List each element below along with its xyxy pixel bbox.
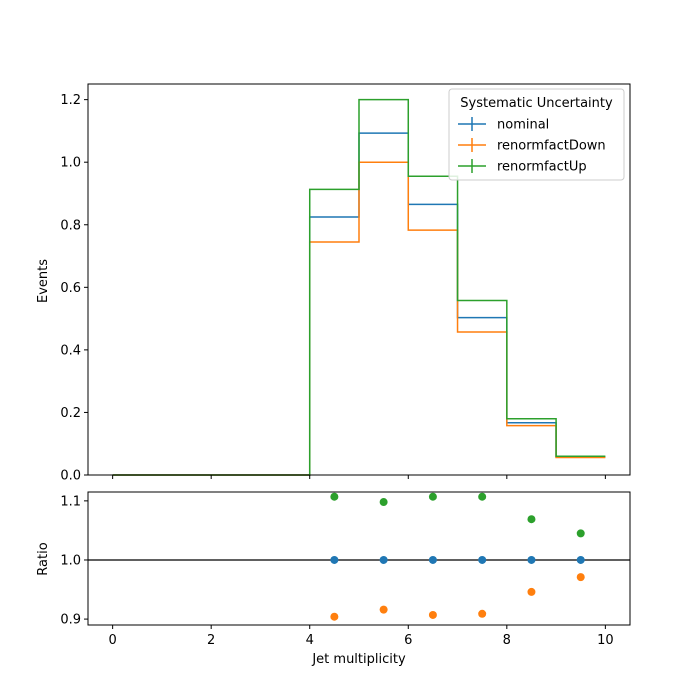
main-y-tick-label: 0.4 [60, 343, 81, 358]
ratio-point-renormfactUp [428, 492, 437, 501]
ratio-y-tick-label: 0.9 [60, 613, 81, 628]
ratio-panel: 0.9 1.0 1.1 0 2 4 6 8 10 [60, 491, 631, 648]
main-y-tick-label: 1.2 [60, 93, 81, 108]
ratio-point-renormfactDown [379, 605, 388, 614]
ratio-point-renormfactUp [330, 492, 339, 501]
ratio-y-tick-label: 1.0 [60, 553, 81, 568]
main-y-tick-label: 0.8 [60, 218, 81, 233]
ratio-y-tick-label: 1.1 [60, 494, 81, 509]
legend-item-renormfactDown: renormfactDown [458, 138, 606, 154]
ratio-point-renormfactUp [379, 498, 388, 507]
main-y-tick-label: 0.6 [60, 281, 81, 296]
main-axes-frame [87, 83, 631, 476]
ratio-point-renormfactDown [527, 587, 536, 596]
legend-label-renormfactDown: renormfactDown [497, 139, 606, 154]
ratio-y-axis-label: Ratio [36, 542, 51, 575]
ratio-x-tick-label: 4 [306, 633, 314, 648]
ratio-point-nominal [330, 555, 339, 564]
x-axis-label: Jet multiplicity [311, 652, 406, 667]
ratio-x-tick-label: 2 [207, 633, 215, 648]
ratio-point-renormfactDown [330, 612, 339, 621]
ratio-axes-frame [87, 491, 631, 626]
ratio-point-renormfactDown [478, 609, 487, 618]
ratio-point-renormfactUp [576, 529, 585, 538]
legend-item-renormfactUp: renormfactUp [458, 159, 587, 175]
ratio-point-renormfactUp [527, 515, 536, 524]
ratio-point-nominal [478, 555, 487, 564]
legend-box [448, 88, 625, 181]
ratio-x-tick-label: 8 [503, 633, 511, 648]
legend-title: Systematic Uncertainty [460, 96, 613, 111]
ratio-point-nominal [576, 555, 585, 564]
main-y-axis-label: Events [36, 259, 51, 303]
ratio-point-nominal [379, 555, 388, 564]
ratio-plot-area [88, 492, 630, 625]
ratio-point-nominal [527, 555, 536, 564]
ratio-point-renormfactDown [576, 573, 585, 582]
legend: Systematic Uncertainty nominal renormfactD… [448, 88, 625, 181]
main-y-tick-label: 1.0 [60, 156, 81, 171]
main-y-tick-label: 0.2 [60, 406, 81, 421]
ratio-x-tick-label: 10 [597, 633, 614, 648]
ratio-x-tick-label: 0 [108, 633, 116, 648]
ratio-point-renormfactUp [478, 492, 487, 501]
legend-item-nominal: nominal [458, 117, 549, 133]
legend-label-nominal: nominal [497, 118, 549, 133]
ratio-x-tick-label: 6 [404, 633, 412, 648]
legend-label-renormfactUp: renormfactUp [497, 160, 587, 175]
main-y-tick-label: 0.0 [60, 469, 81, 484]
ratio-point-nominal [428, 555, 437, 564]
ratio-point-renormfactDown [428, 610, 437, 619]
